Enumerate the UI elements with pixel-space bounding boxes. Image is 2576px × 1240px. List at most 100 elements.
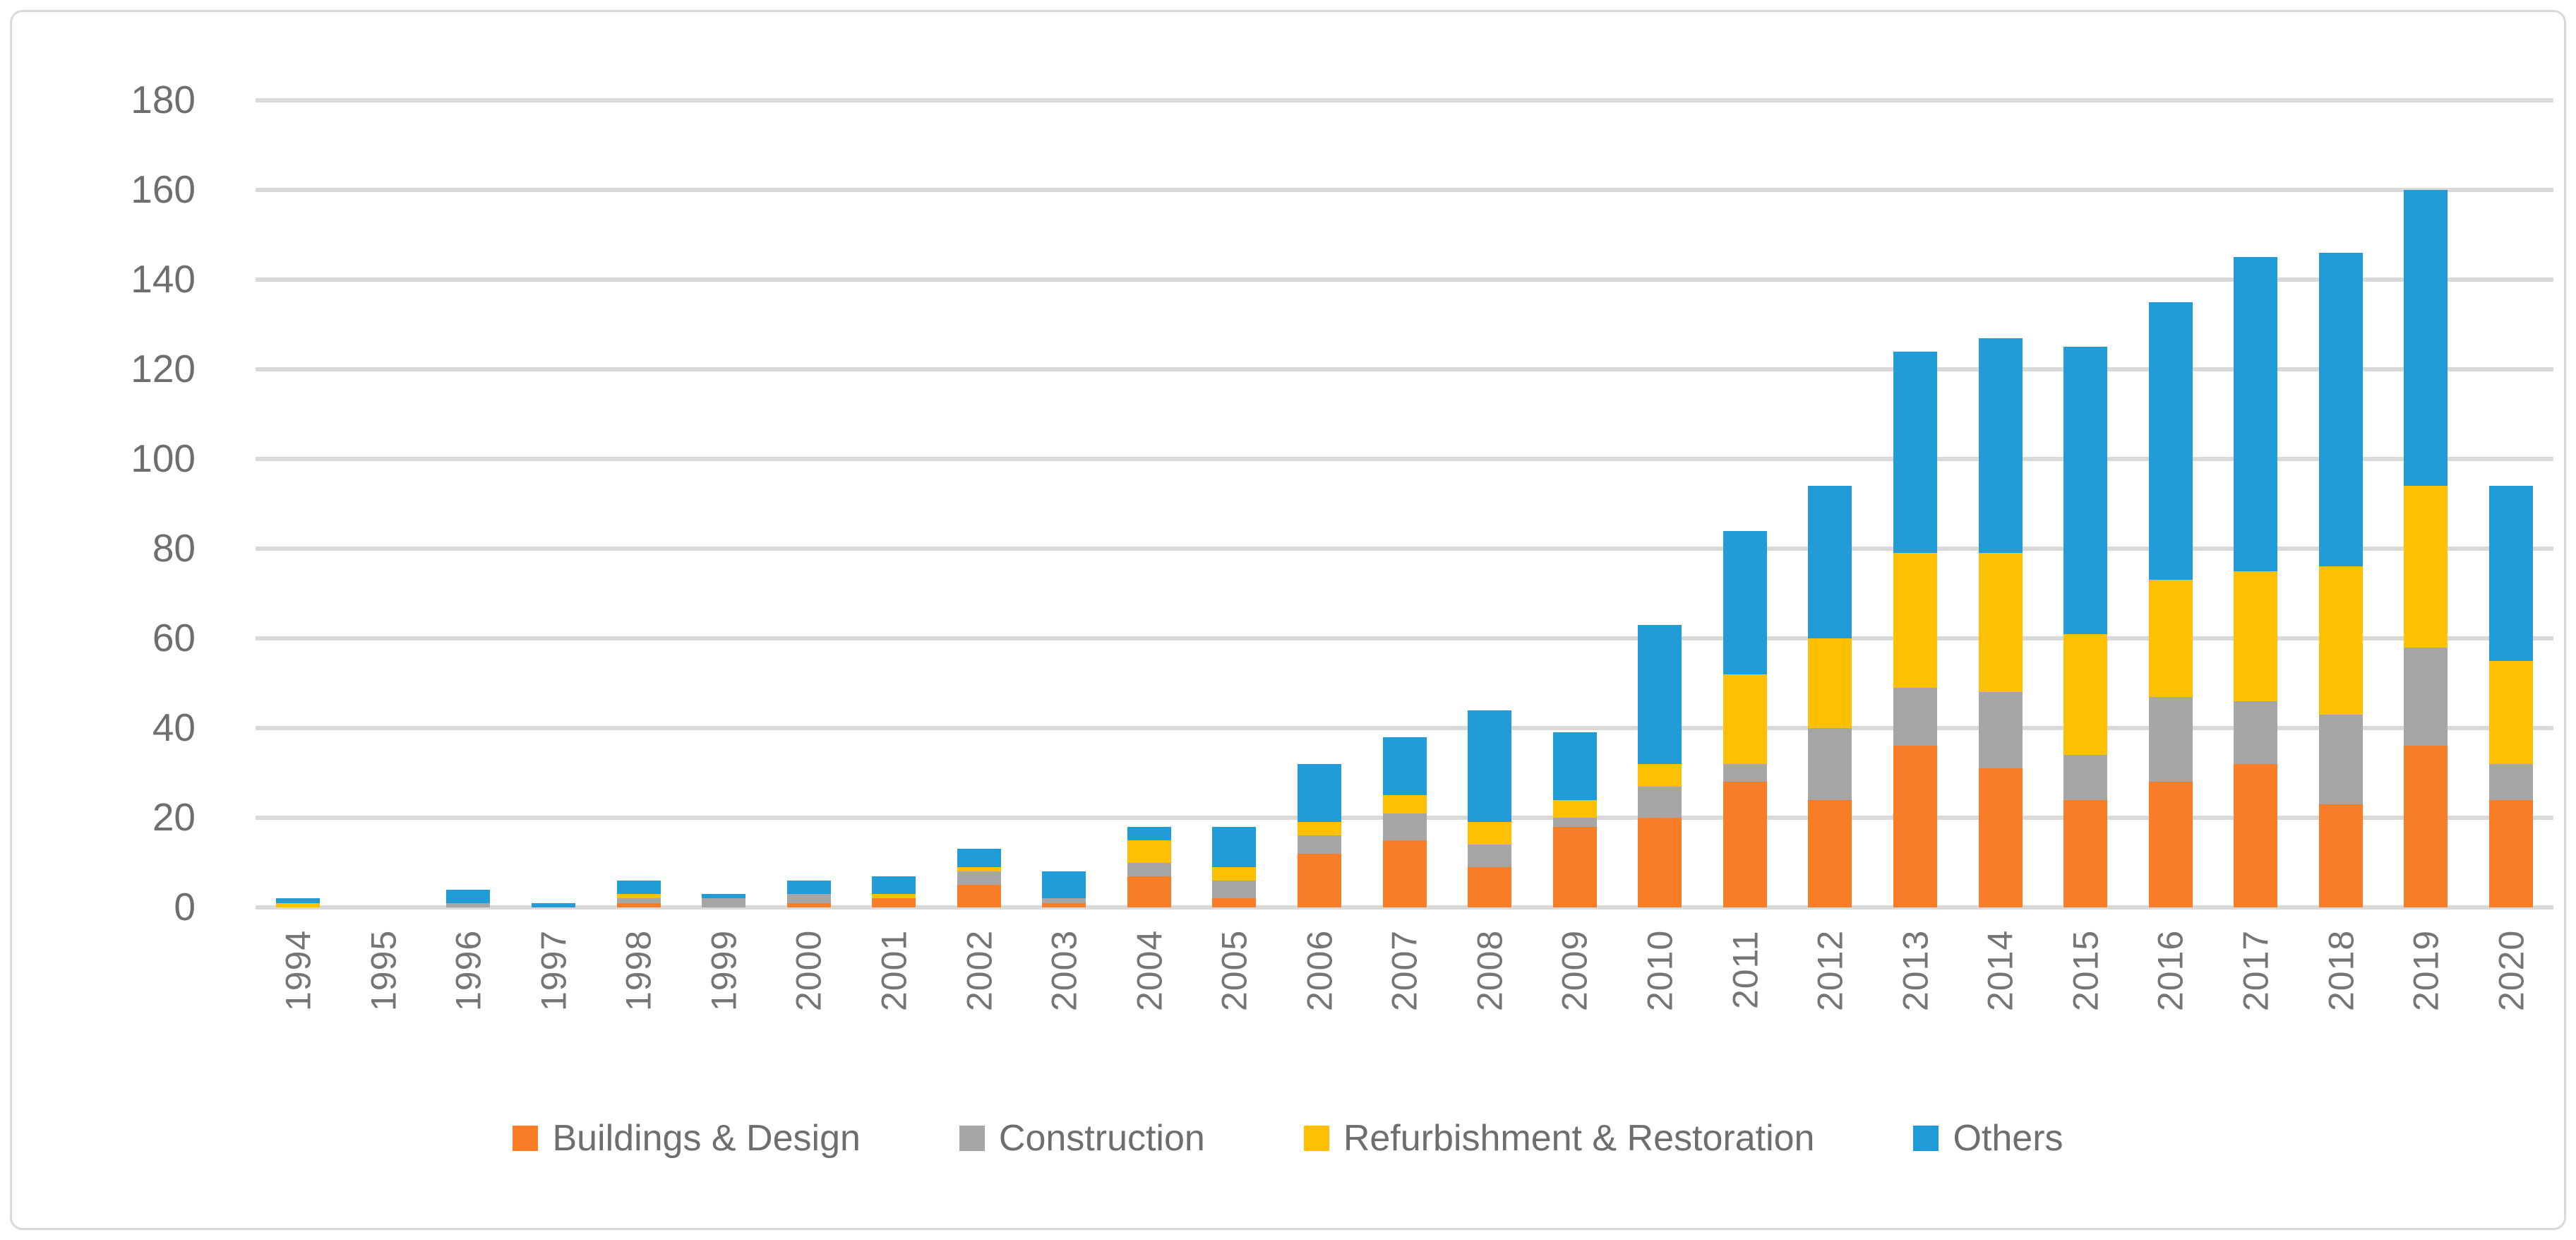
bar-2005 [1192,100,1277,907]
bar-2006-segment-refurbishment-restoration [1298,822,1342,836]
bar-2016-segment-refurbishment-restoration [2148,580,2193,697]
bar-2018-segment-refurbishment-restoration [2318,566,2363,715]
bar-1995 [341,100,426,907]
bar-2004-segment-refurbishment-restoration [1127,840,1171,863]
x-tick-label-text: 2017 [2236,930,2276,1012]
bar-2020-segment-refurbishment-restoration [2488,660,2533,764]
bar-2004-segment-others [1127,826,1171,840]
bar-2008-segment-refurbishment-restoration [1468,822,1512,845]
x-tick-label-1994: 1994 [256,930,341,1050]
bar-2019-segment-refurbishment-restoration [2404,486,2448,648]
plot-area [256,98,2553,910]
bar-1999 [681,100,767,907]
bar-2014-segment-buildings-design [1978,768,2023,907]
bar-2014-segment-others [1978,338,2023,554]
x-tick-label-2001: 2001 [851,930,937,1050]
bar-2005-segment-refurbishment-restoration [1212,866,1257,881]
bar-2009 [1532,100,1617,907]
bar-1994-segment-refurbishment-restoration [276,902,320,907]
x-tick-label-text: 2011 [1725,930,1765,1009]
x-tick-label-2007: 2007 [1362,930,1447,1050]
x-tick-label-text: 2005 [1214,930,1254,1012]
x-tick-label-2010: 2010 [1617,930,1703,1050]
bar-2008 [1447,100,1533,907]
x-tick-label-2019: 2019 [2383,930,2469,1050]
bar-1998 [596,100,681,907]
x-tick-label-text: 2002 [959,930,999,1012]
x-tick-label-2018: 2018 [2299,930,2384,1050]
bar-2007-segment-construction [1382,813,1427,840]
legend-label: Buildings & Design [552,1118,861,1159]
bar-2015-segment-refurbishment-restoration [2063,633,2108,756]
bar-2006 [1277,100,1362,907]
bar-2015-segment-buildings-design [2063,799,2108,907]
y-tick-label-140: 140 [131,257,196,301]
x-tick-label-text: 1998 [618,930,659,1012]
x-tick-label-text: 2008 [1470,930,1510,1012]
bar-1997-segment-others [531,902,575,907]
bar-2002-segment-refurbishment-restoration [957,866,1001,872]
legend-item-others: Others [1913,1117,2063,1159]
bar-2018-segment-buildings-design [2318,804,2363,907]
bar-2010-segment-construction [1638,786,1682,818]
gridline-180 [256,98,2553,102]
x-tick-label-2006: 2006 [1277,930,1362,1050]
bar-2000 [766,100,851,907]
bar-2017-segment-construction [2234,701,2278,764]
bar-2019-segment-construction [2404,647,2448,746]
gridline-40 [256,726,2553,730]
bar-2002-segment-construction [957,871,1001,886]
bar-2019-segment-buildings-design [2404,746,2448,907]
legend-label: Refurbishment & Restoration [1343,1118,1815,1159]
x-tick-label-text: 1999 [704,930,744,1012]
gridline-0 [256,905,2553,910]
bar-1998-segment-construction [616,898,661,903]
bar-2010-segment-buildings-design [1638,818,1682,907]
bar-2009-segment-others [1552,732,1597,800]
bar-2003-segment-construction [1042,898,1086,903]
bar-2016-segment-construction [2148,696,2193,782]
bar-2006-segment-buildings-design [1298,853,1342,907]
bar-2001 [851,100,937,907]
bar-2002 [937,100,1022,907]
bar-2000-segment-buildings-design [786,902,831,907]
legend-swatch-icon [513,1126,539,1151]
bar-2020-segment-construction [2488,763,2533,800]
x-tick-label-text: 2012 [1810,930,1850,1012]
bar-1994 [256,100,341,907]
bar-1996-segment-others [446,889,491,903]
bar-1999-segment-construction [702,898,746,907]
bar-2012-segment-construction [1808,728,1852,800]
legend-swatch-icon [1303,1126,1329,1151]
x-tick-label-text: 2019 [2406,930,2446,1012]
legend-item-buildings-design: Buildings & Design [513,1117,861,1159]
bar-2014 [1958,100,2043,907]
bar-2012-segment-refurbishment-restoration [1808,638,1852,728]
bar-2001-segment-buildings-design [872,898,916,907]
bar-2003-segment-others [1042,871,1086,899]
bar-2003 [1022,100,1107,907]
x-tick-label-text: 2013 [1895,930,1935,1012]
bar-2002-segment-others [957,849,1001,867]
bar-1999-segment-others [702,893,746,899]
bar-2012-segment-buildings-design [1808,799,1852,907]
bar-2016-segment-others [2148,302,2193,580]
bar-2008-segment-buildings-design [1468,866,1512,907]
x-tick-label-1997: 1997 [511,930,597,1050]
bar-2005-segment-construction [1212,880,1257,899]
x-tick-label-2020: 2020 [2469,930,2554,1050]
x-tick-label-2002: 2002 [937,930,1022,1050]
bar-1996-segment-construction [446,902,491,907]
x-tick-label-text: 2020 [2491,930,2531,1012]
bar-2003-segment-buildings-design [1042,902,1086,907]
bar-2005-segment-buildings-design [1212,898,1257,907]
y-tick-label-120: 120 [131,347,196,391]
bar-2011-segment-refurbishment-restoration [1723,674,1767,764]
bar-2017-segment-buildings-design [2234,763,2278,907]
bar-2012 [1787,100,1873,907]
x-axis-labels: 1994 1995 1996 1997 1998 1999 2000 2001 2002 2003… [256,930,2553,1050]
bar-2004 [1107,100,1192,907]
bar-2000-segment-others [786,880,831,894]
gridline-140 [256,278,2553,282]
bar-2020-segment-buildings-design [2488,799,2533,907]
